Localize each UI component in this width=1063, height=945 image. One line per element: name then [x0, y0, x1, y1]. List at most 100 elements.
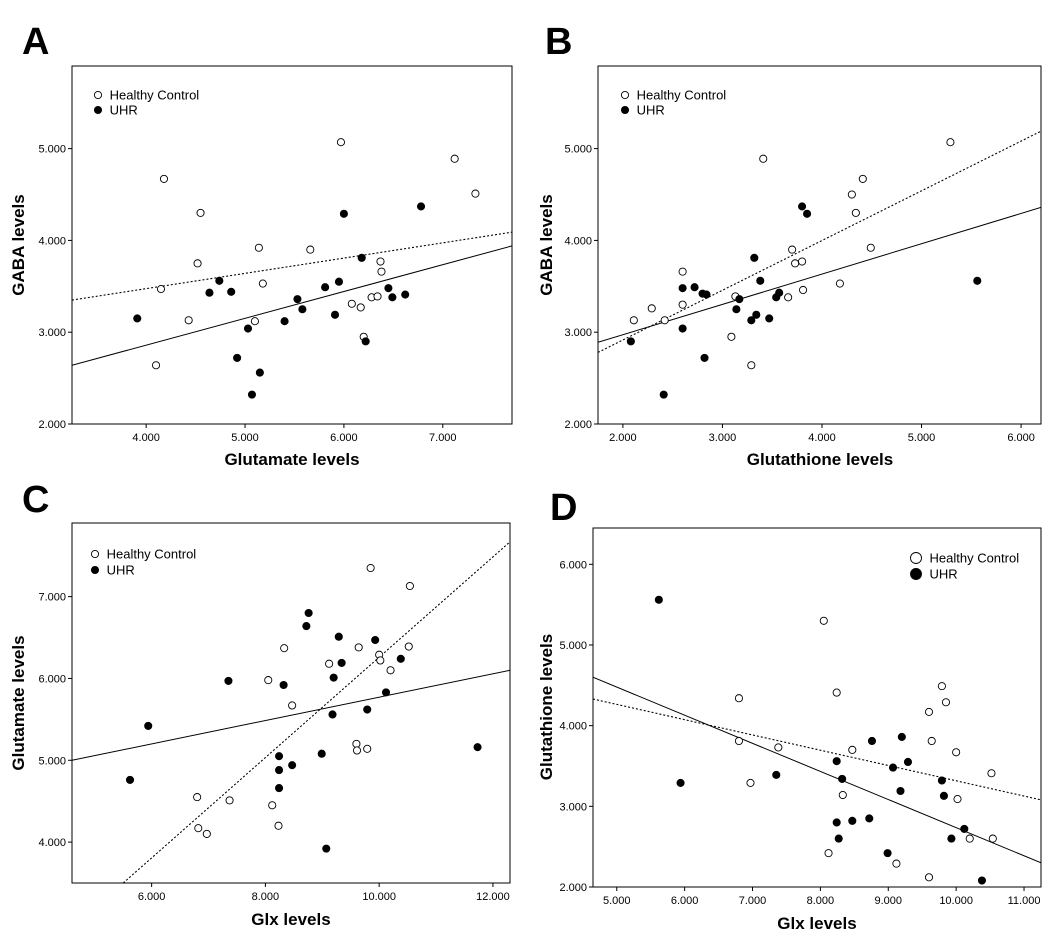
- data-point-healthy-control: [678, 267, 687, 276]
- data-point-uhr: [897, 732, 906, 741]
- data-point-uhr: [144, 721, 153, 730]
- data-point-healthy-control: [629, 316, 638, 325]
- data-point-healthy-control: [202, 829, 211, 838]
- data-point-uhr: [678, 324, 687, 333]
- x-tick-label: 6.000: [330, 432, 358, 444]
- panel-a: A Glutamate levels GABA levels 4.000 5.00…: [9, 21, 513, 469]
- x-tick-label: 3.000: [709, 432, 737, 444]
- legend-marker-healthy-control: [620, 90, 630, 100]
- x-tick-label: 10.000: [362, 891, 396, 903]
- data-point-uhr: [937, 776, 946, 785]
- y-axis-title: Glutamate levels: [9, 635, 28, 770]
- data-point-healthy-control: [325, 659, 334, 668]
- data-point-uhr: [279, 680, 288, 690]
- data-point-healthy-control: [151, 361, 161, 370]
- data-point-uhr: [125, 775, 135, 784]
- y-tick-label: 4.000: [38, 837, 66, 849]
- data-point-healthy-control: [366, 563, 375, 573]
- data-point-uhr: [322, 844, 331, 853]
- panel-letter-a: A: [22, 21, 49, 63]
- data-point-healthy-control: [965, 834, 974, 843]
- x-tick-label: 6.000: [138, 891, 166, 903]
- legend-marker-uhr: [93, 105, 103, 115]
- fit-line-uhr: [72, 669, 510, 761]
- data-point-uhr: [275, 766, 284, 775]
- plot-marks: 2.000 3.000 4.000 5.000 6.000 2.000 3.000 4.000…: [564, 88, 1041, 444]
- data-point-uhr: [401, 290, 410, 299]
- data-point-healthy-control: [835, 279, 844, 288]
- data-point-healthy-control: [866, 243, 875, 252]
- y-tick-label: 3.000: [564, 327, 592, 339]
- x-tick-label: 4.000: [132, 432, 160, 444]
- data-point-uhr: [255, 368, 264, 377]
- data-point-uhr: [939, 791, 948, 800]
- data-point-uhr: [772, 770, 781, 779]
- x-axis-title: Glutathione levels: [747, 450, 893, 469]
- data-point-healthy-control: [988, 834, 997, 843]
- data-point-healthy-control: [386, 666, 395, 675]
- data-point-uhr: [775, 288, 784, 297]
- plot-marks: 4.000 5.000 6.000 7.000 2.000 3.000 4.000 5.000…: [38, 88, 512, 444]
- data-point-healthy-control: [356, 303, 365, 312]
- y-tick-label: 5.000: [38, 144, 66, 156]
- data-point-healthy-control: [225, 796, 234, 805]
- data-point-healthy-control: [194, 824, 203, 833]
- data-point-uhr: [903, 757, 913, 767]
- data-point-healthy-control: [927, 736, 936, 746]
- y-tick-label: 5.000: [38, 755, 66, 767]
- data-point-uhr: [334, 632, 343, 641]
- data-point-healthy-control: [774, 743, 783, 752]
- data-point-healthy-control: [924, 707, 934, 716]
- data-point-uhr: [654, 595, 663, 604]
- data-point-healthy-control: [660, 316, 669, 325]
- plot-frame: [71, 522, 511, 884]
- data-point-uhr: [848, 816, 857, 825]
- data-point-uhr: [473, 743, 482, 752]
- data-point-uhr: [676, 778, 685, 787]
- data-point-uhr: [215, 276, 224, 285]
- data-point-uhr: [750, 253, 759, 262]
- data-point-healthy-control: [746, 778, 755, 787]
- data-point-uhr: [626, 337, 635, 346]
- data-point-healthy-control: [250, 317, 259, 326]
- data-point-healthy-control: [798, 257, 807, 266]
- x-tick-label: 4.000: [808, 432, 836, 444]
- data-point-healthy-control: [373, 292, 382, 301]
- data-point-uhr: [659, 390, 668, 399]
- data-point-uhr: [765, 314, 774, 323]
- data-point-uhr: [133, 314, 142, 323]
- data-point-uhr: [288, 761, 297, 770]
- data-point-healthy-control: [156, 285, 166, 294]
- y-axis-title: GABA levels: [9, 194, 28, 295]
- legend-marker-healthy-control: [93, 90, 103, 100]
- data-point-uhr: [896, 786, 905, 796]
- legend-marker-uhr: [90, 565, 100, 575]
- legend-label-uhr: UHR: [107, 563, 135, 578]
- data-point-uhr: [233, 353, 242, 362]
- data-point-healthy-control: [858, 174, 867, 183]
- y-tick-label: 5.000: [559, 640, 587, 652]
- data-point-healthy-control: [404, 642, 413, 651]
- data-point-healthy-control: [819, 616, 828, 625]
- data-point-uhr: [304, 608, 313, 618]
- data-point-uhr: [690, 283, 699, 292]
- x-tick-label: 8.000: [252, 891, 280, 903]
- data-point-uhr: [883, 849, 892, 858]
- legend-label-uhr: UHR: [930, 567, 958, 582]
- data-point-uhr: [973, 276, 982, 285]
- x-axis-title: Glx levels: [777, 914, 856, 933]
- data-point-uhr: [838, 774, 847, 783]
- data-point-uhr: [732, 305, 741, 314]
- data-point-healthy-control: [824, 849, 833, 858]
- data-point-uhr: [832, 818, 841, 827]
- legend-marker-uhr: [620, 105, 630, 115]
- y-tick-label: 2.000: [564, 419, 592, 431]
- x-tick-label: 8.000: [807, 895, 835, 907]
- legend-label-uhr: UHR: [110, 103, 138, 118]
- data-point-uhr: [328, 710, 337, 719]
- data-point-healthy-control: [254, 243, 263, 252]
- data-point-healthy-control: [734, 694, 743, 703]
- data-point-healthy-control: [159, 174, 169, 183]
- data-point-healthy-control: [937, 682, 946, 691]
- data-point-uhr: [702, 290, 711, 299]
